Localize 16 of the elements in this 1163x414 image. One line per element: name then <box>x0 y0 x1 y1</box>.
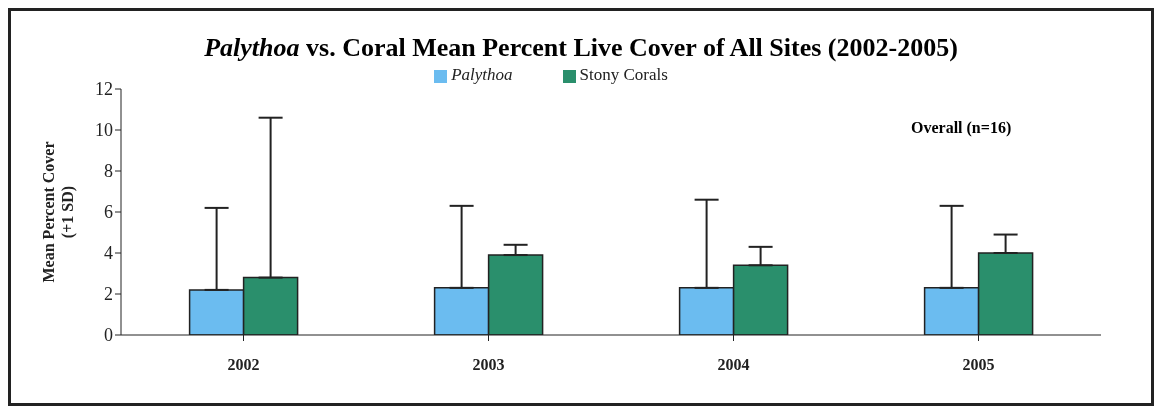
x-tick-label: 2002 <box>227 356 260 374</box>
y-tick-label: 8 <box>104 161 113 182</box>
chart-title: Palythoa vs. Coral Mean Percent Live Cover of All Sites (2002-2005) <box>203 33 959 63</box>
x-tick-label: 2005 <box>962 356 995 374</box>
y-tick-label: 4 <box>104 243 113 264</box>
legend-label: Stony Corals <box>579 65 668 84</box>
y-tick-label: 6 <box>104 202 113 223</box>
x-tick-label: 2004 <box>717 356 750 374</box>
legend-label: Palythoa <box>451 65 513 84</box>
y-axis-title: Mean Percent Cover (+1 SD) <box>40 141 77 283</box>
y-tick-label: 12 <box>95 79 113 100</box>
annotation: Overall (n=16) <box>911 119 1012 137</box>
y-tick-label: 10 <box>95 120 113 141</box>
x-tick-label: 2003 <box>472 356 505 374</box>
y-tick-label: 0 <box>104 325 113 346</box>
y-tick-label: 2 <box>104 284 113 305</box>
